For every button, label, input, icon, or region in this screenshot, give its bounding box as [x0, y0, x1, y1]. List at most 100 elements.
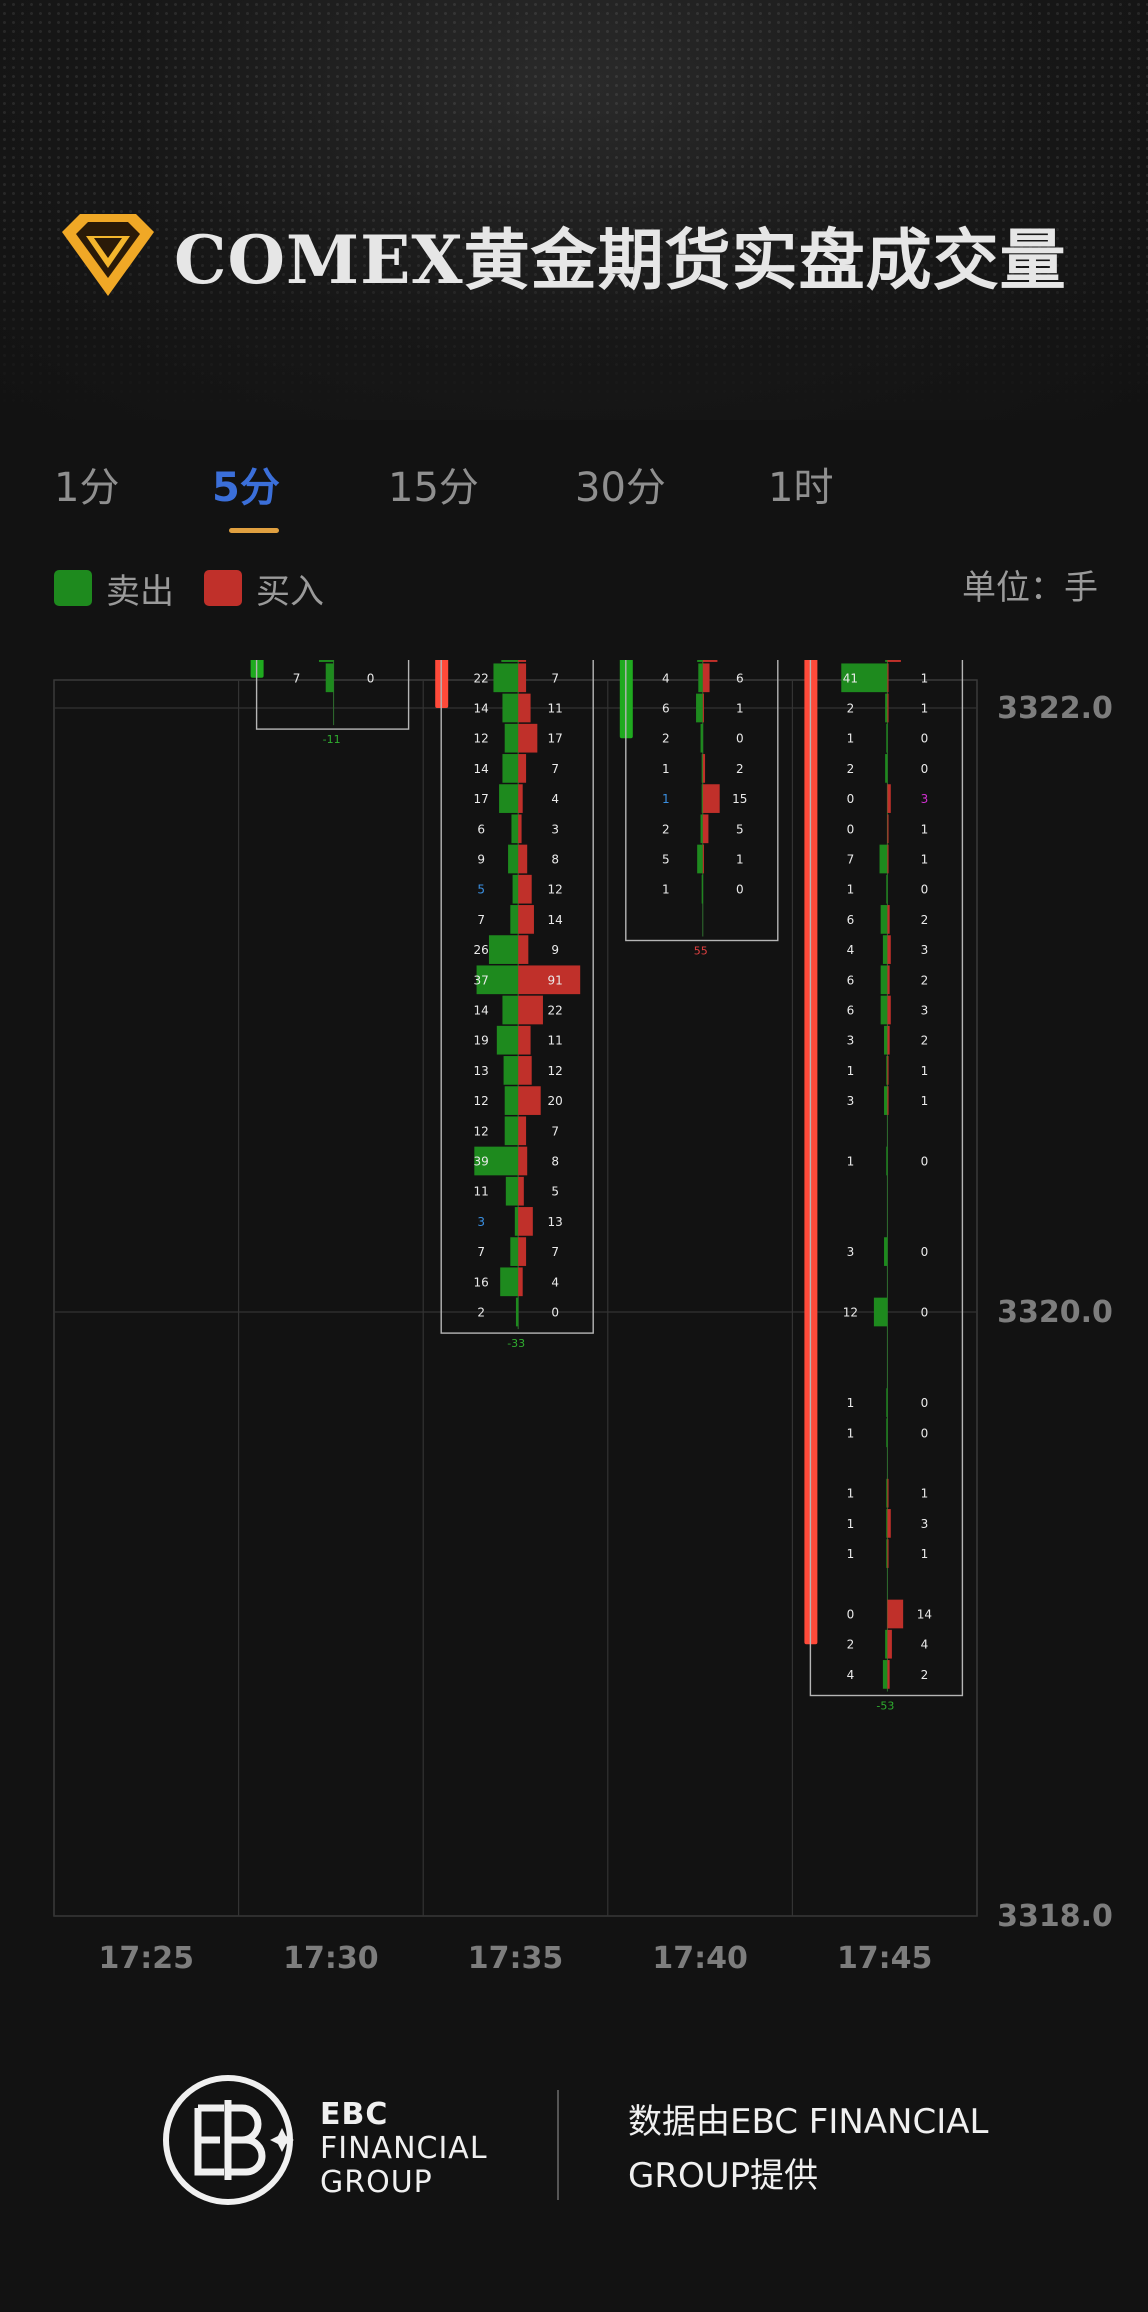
buy-volume-bar	[887, 1629, 892, 1659]
sell-volume-label: 6	[847, 913, 855, 927]
sell-volume-bar	[476, 965, 519, 995]
buy-volume-bar	[518, 1237, 527, 1266]
buy-volume-label: 7	[551, 1245, 559, 1259]
sell-volume-bar	[886, 723, 888, 753]
sell-volume-bar	[885, 693, 888, 723]
buy-volume-label: 7	[551, 671, 559, 685]
buy-volume-bar	[887, 1599, 904, 1629]
buy-volume-bar	[887, 660, 901, 662]
buy-volume-label: 2	[736, 762, 744, 776]
tab-5min[interactable]: 5分	[212, 465, 280, 511]
buy-volume-bar	[518, 754, 527, 783]
footprint-box	[809, 660, 964, 1697]
buy-volume-bar	[518, 1086, 541, 1115]
buy-volume-label: 1	[921, 1094, 929, 1108]
buy-volume-bar	[702, 844, 704, 874]
buy-volume-label: 1	[921, 1547, 929, 1561]
tab-30min[interactable]: 30分	[575, 465, 666, 511]
sell-volume-label: 1	[847, 1396, 855, 1410]
sell-volume-label: 39	[474, 1155, 489, 1169]
sell-volume-label: 7	[477, 913, 485, 927]
sell-volume-label: 6	[662, 702, 670, 716]
sell-volume-bar	[502, 693, 519, 723]
sell-volume-bar	[511, 814, 519, 844]
buy-volume-bar	[518, 1116, 527, 1146]
buy-volume-bar	[702, 660, 718, 662]
buy-volume-label: 1	[921, 702, 929, 716]
sell-volume-bar	[493, 663, 519, 693]
sell-volume-label: 1	[847, 883, 855, 897]
buy-volume-label: 0	[921, 1426, 929, 1440]
buy-volume-bar	[887, 844, 889, 874]
buy-volume-label: 11	[548, 1034, 563, 1048]
sell-volume-bar	[474, 1146, 519, 1176]
sell-volume-label: 1	[662, 762, 670, 776]
buy-swatch	[204, 570, 242, 606]
legend: 卖出 买入	[54, 565, 354, 612]
tab-1hour[interactable]: 1时	[768, 465, 834, 511]
buy-volume-label: 14	[917, 1608, 932, 1622]
sell-volume-label: 1	[847, 732, 855, 746]
buy-volume-label: 0	[921, 883, 929, 897]
y-tick-label: 3322.0	[997, 691, 1113, 726]
buy-volume-label: 12	[548, 1064, 563, 1078]
buy-volume-label: 1	[921, 1487, 929, 1501]
buy-volume-label: 0	[921, 732, 929, 746]
sell-volume-bar	[884, 1025, 888, 1055]
sell-volume-label: 14	[474, 762, 489, 776]
sell-volume-bar	[886, 1146, 888, 1176]
tab-1min[interactable]: 1分	[54, 465, 120, 511]
sell-volume-bar	[514, 1207, 519, 1236]
bar-delta-label: -11	[323, 733, 341, 746]
sell-volume-label: 6	[847, 1004, 855, 1018]
sell-volume-label: 1	[662, 883, 670, 897]
sell-volume-label: 1	[847, 1155, 855, 1169]
buy-volume-label: 4	[551, 1275, 559, 1289]
buy-volume-bar	[518, 935, 529, 964]
sell-volume-bar	[505, 1176, 519, 1206]
buy-volume-label: 91	[548, 973, 563, 987]
sell-volume-label: 5	[662, 853, 670, 867]
buy-volume-bar	[887, 784, 891, 813]
buy-volume-label: 8	[551, 1155, 559, 1169]
buy-volume-label: 11	[548, 702, 563, 716]
sell-volume-bar	[504, 723, 519, 753]
x-tick-label: 17:40	[652, 1941, 748, 1976]
buy-volume-bar	[518, 1056, 532, 1085]
sell-volume-bar	[885, 754, 888, 783]
buy-volume-label: 2	[921, 973, 929, 987]
tab-15min[interactable]: 15分	[388, 465, 479, 511]
footprint-box	[440, 660, 594, 1334]
gold-diamond-logo-icon	[62, 214, 154, 296]
sell-volume-bar	[512, 874, 519, 904]
sell-volume-bar	[697, 660, 703, 662]
sell-volume-label: 1	[847, 1064, 855, 1078]
sell-volume-label: 3	[847, 1034, 855, 1048]
sell-volume-label: 1	[847, 1517, 855, 1531]
sell-volume-label: 11	[474, 1185, 489, 1199]
buy-volume-label: 1	[921, 822, 929, 836]
buy-volume-bar	[702, 663, 710, 693]
footer: EBC FINANCIAL GROUP 数据由EBC FINANCIAL GRO…	[0, 2060, 1148, 2260]
sell-volume-label: 3	[847, 1094, 855, 1108]
buy-volume-label: 0	[736, 732, 744, 746]
sell-volume-label: 14	[474, 702, 489, 716]
buy-volume-bar	[702, 784, 720, 813]
footprint-chart: 3326.03324.03322.03320.03318.017:2502402…	[53, 660, 1113, 1976]
y-tick-label: 3320.0	[997, 1295, 1113, 1330]
buy-volume-bar	[887, 905, 890, 934]
buy-volume-label: 0	[921, 1306, 929, 1320]
hero-banner: COMEX黄金期货实盘成交量	[0, 0, 1148, 420]
buy-volume-label: 3	[551, 822, 559, 836]
sell-volume-bar	[504, 1116, 519, 1146]
sell-volume-bar	[885, 660, 888, 662]
buy-volume-bar	[518, 905, 534, 934]
sell-volume-label: 6	[477, 822, 485, 836]
sell-volume-bar	[510, 905, 519, 934]
buy-volume-bar	[887, 995, 891, 1025]
sell-volume-label: 0	[847, 1608, 855, 1622]
buy-volume-label: 7	[551, 762, 559, 776]
sell-volume-bar	[496, 1025, 519, 1055]
world-map-dots	[0, 0, 1148, 420]
sell-volume-label: 7	[847, 853, 855, 867]
